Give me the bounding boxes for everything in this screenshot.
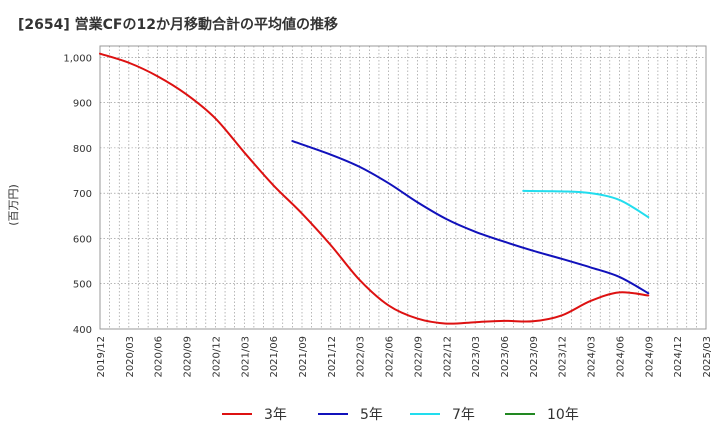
x-tick-label: 2023/09 (529, 336, 540, 378)
legend-label: 5年 (360, 407, 383, 423)
x-tick-label: 2022/06 (385, 336, 396, 378)
axis-layer: 400 500 600 700 800 900 1,000 2019/12 2020/03 202… (63, 53, 713, 377)
series-layer (99, 52, 650, 325)
y-axis-title: (百万円) (7, 184, 20, 226)
y-tick-label: 700 (73, 189, 92, 200)
x-tick-label: 2025/03 (702, 336, 713, 378)
x-tick-label: 2022/03 (356, 336, 367, 378)
legend-label: 3年 (264, 407, 287, 423)
x-tick-label: 2023/03 (471, 336, 482, 378)
legend-label: 7年 (452, 407, 475, 423)
y-tick-label: 500 (73, 280, 92, 291)
plot-area (99, 45, 707, 330)
x-tick-label: 2020/06 (154, 336, 165, 378)
legend-label: 10年 (547, 407, 579, 423)
x-tick-label: 2024/09 (644, 336, 655, 378)
x-tick-label: 2023/12 (558, 336, 569, 378)
chart-title: [2654] 営業CFの12か月移動合計の平均値の推移 (18, 17, 338, 33)
legend: 3年 5年 7年 10年 (222, 407, 579, 423)
series-line-3 (522, 189, 650, 219)
y-tick-label: 400 (73, 325, 92, 336)
x-tick-label: 2021/06 (269, 336, 280, 378)
x-tick-label: 2021/03 (240, 336, 251, 378)
x-tick-label: 2022/09 (413, 336, 424, 378)
x-tick-label: 2023/06 (500, 336, 511, 378)
x-tick-label: 2022/12 (442, 336, 453, 378)
x-tick-label: 2024/12 (673, 336, 684, 378)
series-line-1 (99, 52, 650, 325)
x-tick-label: 2024/06 (615, 336, 626, 378)
x-tick-label: 2021/09 (298, 336, 309, 378)
y-tick-label: 800 (73, 144, 92, 155)
x-tick-label: 2020/12 (211, 336, 222, 378)
y-tick-label: 900 (73, 99, 92, 110)
series-line-2 (291, 140, 650, 295)
x-tick-label: 2021/12 (327, 336, 338, 378)
grid-layer (99, 45, 707, 330)
y-tick-label: 600 (73, 234, 92, 245)
x-tick-label: 2020/09 (183, 336, 194, 378)
x-tick-label: 2024/03 (587, 336, 598, 378)
x-tick-label: 2020/03 (125, 336, 136, 378)
x-tick-label: 2019/12 (96, 336, 107, 378)
y-tick-label: 1,000 (63, 53, 92, 64)
